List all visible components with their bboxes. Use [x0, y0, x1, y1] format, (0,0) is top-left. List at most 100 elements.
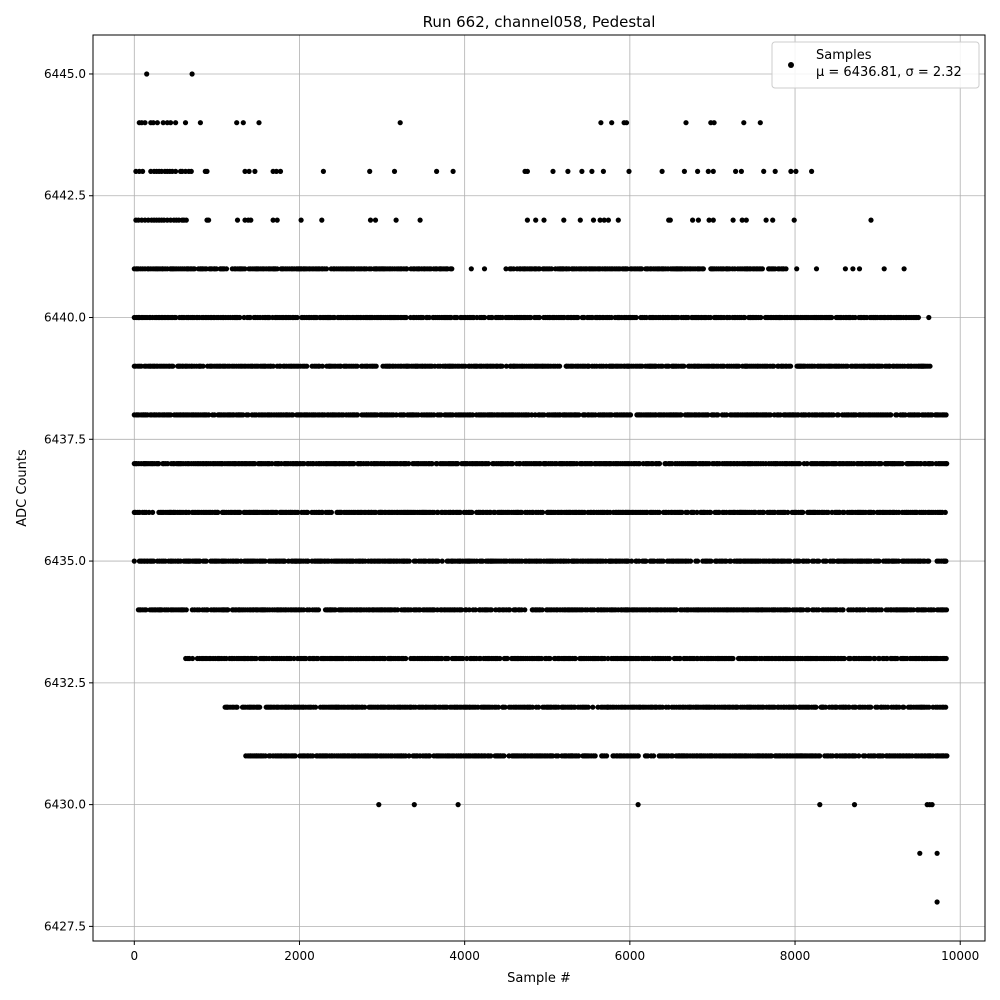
- data-point: [165, 461, 171, 467]
- data-point: [183, 607, 189, 613]
- data-point: [131, 558, 137, 564]
- data-point: [700, 266, 707, 272]
- chart-title: Run 662, channel058, Pedestal: [423, 13, 656, 31]
- data-point: [609, 120, 615, 126]
- data-point: [455, 461, 461, 467]
- data-point: [234, 217, 241, 223]
- data-point: [427, 753, 433, 759]
- data-point: [204, 168, 210, 174]
- data-point: [736, 363, 742, 369]
- data-point: [862, 607, 868, 613]
- data-point: [771, 363, 777, 369]
- data-point: [234, 120, 240, 126]
- data-point: [797, 461, 803, 467]
- data-point: [240, 120, 246, 126]
- data-point: [168, 412, 174, 418]
- y-tick-label: 6437.5: [44, 432, 86, 446]
- data-point: [590, 704, 596, 710]
- x-tick-label: 4000: [449, 949, 480, 963]
- data-point: [816, 607, 822, 613]
- data-point: [183, 217, 189, 223]
- legend-series-name: Samples: [816, 48, 872, 63]
- data-point: [678, 412, 684, 418]
- data-point: [246, 168, 252, 174]
- y-tick-label: 6440.0: [44, 311, 86, 325]
- legend: Samples μ = 6436.81, σ = 2.32: [771, 41, 980, 89]
- data-point: [310, 753, 316, 759]
- data-point: [504, 655, 510, 662]
- data-point: [894, 655, 900, 662]
- data-point: [842, 266, 849, 272]
- data-point: [434, 168, 440, 174]
- data-point: [742, 314, 748, 321]
- data-point: [791, 217, 797, 223]
- data-point: [841, 509, 847, 515]
- data-point: [872, 655, 878, 662]
- data-point: [695, 217, 702, 223]
- data-point: [319, 217, 325, 223]
- data-point: [809, 168, 815, 174]
- data-point: [927, 363, 933, 369]
- x-tick-label: 10000: [941, 949, 979, 963]
- data-point: [761, 168, 767, 174]
- data-point: [536, 266, 543, 272]
- data-point: [406, 461, 412, 467]
- data-point: [850, 266, 856, 272]
- data-point: [373, 363, 379, 369]
- data-point: [878, 607, 885, 613]
- data-point: [367, 217, 374, 223]
- data-point: [150, 509, 156, 515]
- data-point: [191, 266, 198, 272]
- data-point: [575, 314, 581, 321]
- data-point: [835, 412, 841, 418]
- data-point: [767, 412, 774, 418]
- data-point: [455, 802, 461, 808]
- data-point: [435, 558, 441, 564]
- data-point: [915, 314, 922, 321]
- data-point: [783, 266, 789, 272]
- data-point: [694, 509, 700, 515]
- data-point: [457, 509, 463, 515]
- data-point: [215, 509, 221, 515]
- data-point: [470, 412, 476, 418]
- data-point: [539, 655, 545, 662]
- data-point: [262, 558, 268, 564]
- data-point: [319, 363, 325, 369]
- data-point: [282, 558, 288, 564]
- data-point: [681, 363, 687, 369]
- data-point: [313, 704, 319, 710]
- data-point: [295, 509, 301, 515]
- data-point: [695, 558, 701, 564]
- data-point: [252, 461, 258, 467]
- data-point: [415, 412, 421, 418]
- data-point: [488, 753, 494, 759]
- data-point: [301, 607, 307, 613]
- data-point: [878, 461, 884, 467]
- data-point: [550, 168, 556, 174]
- data-point: [868, 217, 874, 223]
- data-point: [929, 461, 935, 467]
- data-point: [590, 217, 597, 223]
- data-point: [788, 363, 794, 369]
- data-point: [354, 412, 361, 418]
- data-point: [805, 558, 811, 564]
- data-point: [234, 704, 240, 710]
- data-point: [469, 509, 475, 515]
- data-point: [273, 168, 279, 174]
- data-point: [242, 168, 248, 174]
- data-point: [943, 655, 949, 662]
- data-point: [894, 412, 900, 418]
- data-point: [277, 168, 284, 174]
- data-point: [862, 753, 868, 759]
- y-tick-label: 6430.0: [44, 798, 86, 812]
- data-point: [304, 363, 310, 369]
- data-point: [629, 558, 635, 564]
- data-point: [677, 655, 683, 662]
- data-point: [881, 266, 887, 272]
- data-point: [561, 217, 567, 223]
- data-point: [189, 655, 196, 662]
- data-point: [503, 266, 509, 272]
- data-point: [182, 120, 189, 126]
- data-point: [376, 802, 382, 808]
- y-tick-label: 6435.0: [44, 554, 86, 568]
